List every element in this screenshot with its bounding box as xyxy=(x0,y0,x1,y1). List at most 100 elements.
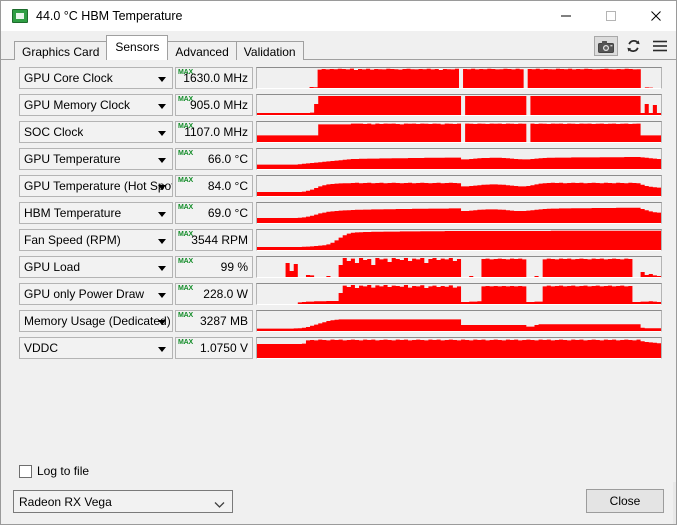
sensor-value-label: 3544 RPM xyxy=(191,233,248,247)
chevron-down-icon xyxy=(158,104,166,109)
log-to-file-label: Log to file xyxy=(37,464,90,478)
gpu-chip-icon xyxy=(12,9,28,23)
tab-sensors-label: Sensors xyxy=(115,40,160,54)
sensor-value-box[interactable]: MAX 69.0 °C xyxy=(175,202,253,224)
sensor-graph xyxy=(256,175,662,197)
sensor-graph xyxy=(256,229,662,251)
sensor-value-label: 99 % xyxy=(220,260,248,274)
max-badge: MAX xyxy=(178,231,193,238)
sensor-name-select[interactable]: Memory Usage (Dedicated) xyxy=(19,310,173,332)
sensor-row: SOC Clock MAX 1107.0 MHz xyxy=(15,121,664,143)
sensor-row: GPU Core Clock MAX 1630.0 MHz xyxy=(15,67,664,89)
sensors-body: GPU Core Clock MAX 1630.0 MHz GPU Memory Cl… xyxy=(1,60,676,484)
scrollbar-stub[interactable] xyxy=(673,482,676,524)
sensor-value-box[interactable]: MAX 1107.0 MHz xyxy=(175,121,253,143)
close-button[interactable] xyxy=(633,1,676,31)
sensor-row: GPU only Power Draw MAX 228.0 W xyxy=(15,283,664,305)
sensor-value-box[interactable]: MAX 228.0 W xyxy=(175,283,253,305)
sensor-value-box[interactable]: MAX 3287 MB xyxy=(175,310,253,332)
max-badge: MAX xyxy=(178,339,193,346)
tab-advanced-label: Advanced xyxy=(175,45,229,59)
sensor-name-select[interactable]: GPU only Power Draw xyxy=(19,283,173,305)
sensor-value-label: 905.0 MHz xyxy=(189,98,248,112)
sensor-graph xyxy=(256,121,662,143)
sensor-row: GPU Memory Clock MAX 905.0 MHz xyxy=(15,94,664,116)
sensor-name-label: HBM Temperature xyxy=(24,206,122,220)
sensor-name-select[interactable]: HBM Temperature xyxy=(19,202,173,224)
sensor-value-box[interactable]: MAX 1.0750 V xyxy=(175,337,253,359)
sensor-name-select[interactable]: VDDC xyxy=(19,337,173,359)
tab-advanced[interactable]: Advanced xyxy=(167,41,237,62)
sensor-value-box[interactable]: MAX 84.0 °C xyxy=(175,175,253,197)
sensor-name-select[interactable]: GPU Temperature xyxy=(19,148,173,170)
sensor-value-box[interactable]: MAX 905.0 MHz xyxy=(175,94,253,116)
camera-icon[interactable] xyxy=(594,36,618,56)
sensor-name-select[interactable]: GPU Temperature (Hot Spot) xyxy=(19,175,173,197)
tab-graphics-card[interactable]: Graphics Card xyxy=(14,41,108,62)
sensor-name-select[interactable]: Fan Speed (RPM) xyxy=(19,229,173,251)
sensor-name-label: Memory Usage (Dedicated) xyxy=(24,314,171,328)
sensor-value-label: 84.0 °C xyxy=(207,179,248,193)
close-dialog-button[interactable]: Close xyxy=(586,489,664,513)
sensor-value-box[interactable]: MAX 66.0 °C xyxy=(175,148,253,170)
device-select[interactable]: Radeon RX Vega xyxy=(13,490,233,513)
sensor-row: GPU Temperature (Hot Spot) MAX 84.0 °C xyxy=(15,175,664,197)
chevron-down-icon xyxy=(158,347,166,352)
sensor-value-label: 1107.0 MHz xyxy=(184,125,248,139)
max-badge: MAX xyxy=(178,285,193,292)
sensor-value-label: 69.0 °C xyxy=(207,206,248,220)
sensor-list: GPU Core Clock MAX 1630.0 MHz GPU Memory Cl… xyxy=(15,60,664,484)
sensor-name-select[interactable]: GPU Load xyxy=(19,256,173,278)
tab-validation[interactable]: Validation xyxy=(235,41,304,62)
sensor-value-label: 228.0 W xyxy=(203,287,248,301)
sensor-name-label: GPU Core Clock xyxy=(24,71,113,85)
sensor-graph xyxy=(256,283,662,305)
window-controls xyxy=(543,1,676,31)
sensor-name-select[interactable]: GPU Memory Clock xyxy=(19,94,173,116)
hamburger-menu-icon[interactable] xyxy=(648,36,672,56)
refresh-icon[interactable] xyxy=(621,36,645,56)
log-to-file-checkbox[interactable] xyxy=(19,464,32,478)
max-badge: MAX xyxy=(178,258,193,265)
sensor-row: VDDC MAX 1.0750 V xyxy=(15,337,664,359)
sensor-name-label: VDDC xyxy=(24,341,59,355)
sensor-value-box[interactable]: MAX 1630.0 MHz xyxy=(175,67,253,89)
max-badge: MAX xyxy=(178,150,193,157)
sensor-name-label: GPU Temperature (Hot Spot) xyxy=(24,179,172,193)
chevron-down-icon xyxy=(158,266,166,271)
title-bar: 44.0 °C HBM Temperature xyxy=(1,1,676,31)
minimize-button[interactable] xyxy=(543,1,588,31)
chevron-down-icon xyxy=(158,320,166,325)
chevron-down-icon xyxy=(158,185,166,190)
sensor-graph xyxy=(256,94,662,116)
window-title: 44.0 °C HBM Temperature xyxy=(36,9,183,23)
sensor-name-label: GPU Memory Clock xyxy=(24,98,131,112)
chevron-down-icon xyxy=(158,158,166,163)
max-badge: MAX xyxy=(178,204,193,211)
tab-strip: Graphics Card Sensors Advanced Validatio… xyxy=(1,31,676,62)
sensor-row: Memory Usage (Dedicated) MAX 3287 MB xyxy=(15,310,664,332)
sensor-name-label: SOC Clock xyxy=(24,125,84,139)
sensor-name-select[interactable]: GPU Core Clock xyxy=(19,67,173,89)
log-to-file-row[interactable]: Log to file xyxy=(19,464,89,478)
chevron-down-icon xyxy=(214,498,225,512)
sensor-name-select[interactable]: SOC Clock xyxy=(19,121,173,143)
sensor-row: Fan Speed (RPM) MAX 3544 RPM xyxy=(15,229,664,251)
tab-sensors[interactable]: Sensors xyxy=(106,35,169,60)
chevron-down-icon xyxy=(158,212,166,217)
sensor-row: GPU Temperature MAX 66.0 °C xyxy=(15,148,664,170)
sensor-graph xyxy=(256,337,662,359)
sensor-value-label: 1630.0 MHz xyxy=(183,71,248,85)
tab-underline xyxy=(1,59,676,60)
sensor-value-label: 3287 MB xyxy=(199,314,248,328)
tab-list: Graphics Card Sensors Advanced Validatio… xyxy=(14,35,304,62)
max-badge: MAX xyxy=(178,69,193,76)
maximize-button[interactable] xyxy=(588,1,633,31)
chevron-down-icon xyxy=(158,239,166,244)
tab-validation-label: Validation xyxy=(243,45,296,59)
sensor-value-box[interactable]: MAX 3544 RPM xyxy=(175,229,253,251)
sensor-graph xyxy=(256,202,662,224)
sensor-row: GPU Load MAX 99 % xyxy=(15,256,664,278)
sensor-value-box[interactable]: MAX 99 % xyxy=(175,256,253,278)
